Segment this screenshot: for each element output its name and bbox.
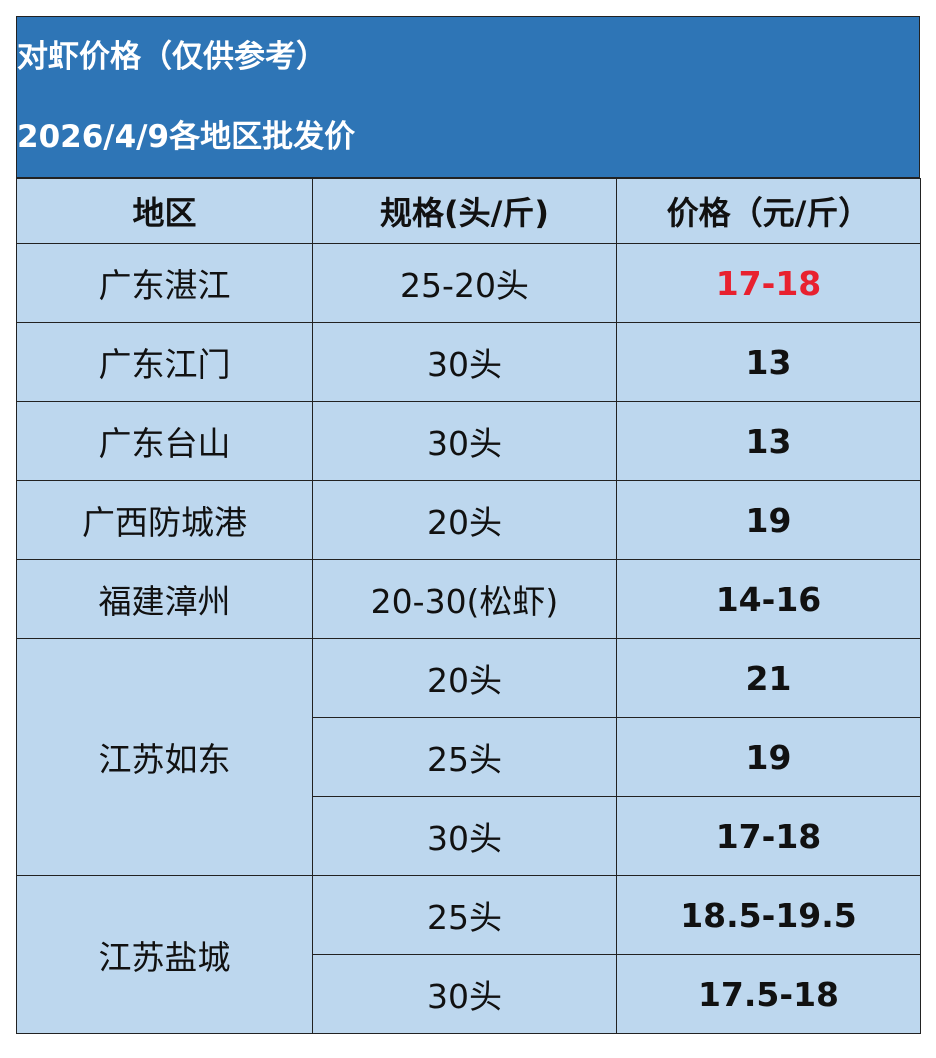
price-cell: 13 (616, 322, 921, 402)
spec-cell: 25-20头 (312, 243, 617, 323)
title: 对虾价格（仅供参考） (17, 39, 327, 75)
spec-cell: 20-30(松虾) (312, 559, 617, 639)
region-cell: 广东湛江 (16, 243, 313, 323)
region-cell: 福建漳州 (16, 559, 313, 639)
price-cell: 17.5-18 (616, 954, 921, 1034)
region-cell: 广东台山 (16, 401, 313, 481)
table-row: 福建漳州 20-30(松虾) 14-16 (16, 559, 921, 639)
table-row: 广东台山 30头 13 (16, 401, 921, 481)
spec-cell: 30头 (312, 796, 617, 876)
spec-cell: 25头 (312, 717, 617, 797)
table-row: 30头 17.5-18 (17, 954, 921, 1034)
spec-cell: 20头 (312, 480, 617, 560)
price-cell: 19 (616, 480, 921, 560)
price-cell: 14-16 (616, 559, 921, 639)
spec-cell: 30头 (312, 322, 617, 402)
price-cell: 17-18 (616, 796, 921, 876)
price-cell: 13 (616, 401, 921, 481)
region-cell: 江苏盐城 (16, 875, 313, 1034)
table-row: 广西防城港 20头 19 (16, 480, 921, 560)
subtitle: 2026/4/9各地区批发价 (17, 119, 356, 155)
column-header: 地区 (16, 178, 313, 244)
spec-cell: 20头 (312, 638, 617, 718)
table-row: 江苏盐城 25头 18.5-19.5 (16, 875, 921, 1034)
price-cell: 17-18 (616, 243, 921, 323)
price-table: 地区 规格(头/斤) 价格（元/斤） 广东湛江 25-20头 17-18 广东江门 30头 1… (16, 178, 921, 1034)
table-row: 25头 19 (17, 717, 921, 797)
price-cell: 18.5-19.5 (616, 875, 921, 955)
table-row: 30头 17-18 (17, 796, 921, 876)
spec-cell: 30头 (312, 954, 617, 1034)
column-header: 价格（元/斤） (616, 178, 921, 244)
region-cell: 广西防城港 (16, 480, 313, 560)
spec-cell: 25头 (312, 875, 617, 955)
price-table-wrap: 对虾价格（仅供参考） 2026/4/9各地区批发价 地区 规格(头/斤) 价格（元/… (16, 16, 921, 1034)
table-row: 江苏如东 20头 21 (16, 638, 921, 876)
price-cell: 19 (616, 717, 921, 797)
region-cell: 江苏如东 (16, 638, 313, 876)
table-body: 广东湛江 25-20头 17-18 广东江门 30头 13 广东台山 30头 13 广西防城港 20… (16, 243, 921, 1034)
region-cell: 广东江门 (16, 322, 313, 402)
price-cell: 21 (616, 638, 921, 718)
table-row: 广东湛江 25-20头 17-18 (16, 243, 921, 323)
banner: 对虾价格（仅供参考） 2026/4/9各地区批发价 (16, 16, 920, 178)
spec-cell: 30头 (312, 401, 617, 481)
column-header: 规格(头/斤) (312, 178, 617, 244)
header-row: 地区 规格(头/斤) 价格（元/斤） (16, 178, 921, 244)
table-row: 广东江门 30头 13 (16, 322, 921, 402)
